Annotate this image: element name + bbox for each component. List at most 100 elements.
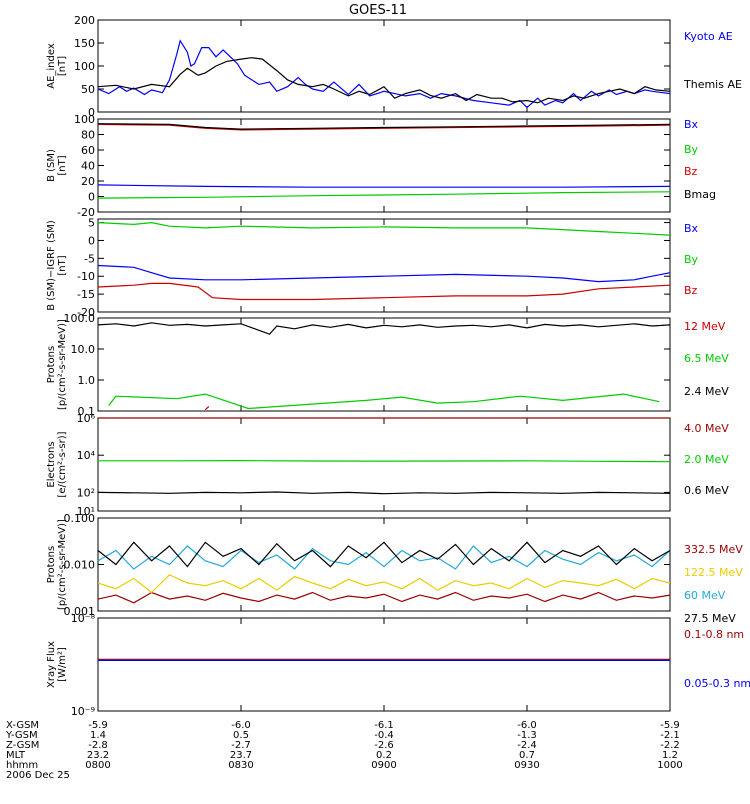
y-tick-label: 40 xyxy=(81,160,95,173)
legend-label: 0.1-0.8 nm xyxy=(684,628,744,641)
x-tick-label: -6.0 xyxy=(231,720,251,731)
x-tick-label: 1.2 xyxy=(662,750,678,761)
series-line xyxy=(97,39,671,109)
y-axis-label: [nT] xyxy=(57,155,68,175)
legend-label: 0.05-0.3 nm xyxy=(684,677,750,690)
legend-label: 2.4 MeV xyxy=(684,385,729,398)
panel-2: -20 0 20 40 60 80 100 B (SM) [nT] Bx By Bz Bmag xyxy=(46,113,716,219)
legend-label: Bz xyxy=(684,165,698,178)
x-tick-label: -0.4 xyxy=(374,730,394,741)
legend-label: By xyxy=(684,253,699,266)
y-axis-label: AE_index xyxy=(46,43,57,89)
y-tick-label: 0 xyxy=(88,106,95,119)
x-tick-label: -6.1 xyxy=(374,720,394,731)
series-line xyxy=(204,406,210,411)
y-tick-label: 1.0 xyxy=(78,374,96,387)
y-tick-label: 100 xyxy=(74,113,95,126)
panel-5: 10¹ 10² 10⁴ 10⁶ Electrons [e/(cm²-s-sr)] 4.0 M… xyxy=(46,412,729,518)
y-tick-label: 0.1 xyxy=(78,405,96,418)
y-tick-label: 0.001 xyxy=(64,605,96,618)
y-axis-label: Electrons xyxy=(46,441,57,487)
y-tick-label: -20 xyxy=(77,306,95,319)
series-line xyxy=(97,322,671,335)
y-tick-label: 5 xyxy=(88,217,95,230)
series-line xyxy=(108,393,660,410)
x-tick-label: 23.2 xyxy=(87,750,109,761)
x-tick-label: -5.9 xyxy=(660,720,680,731)
x-tick-label: 0900 xyxy=(371,760,396,771)
x-tick-label: -2.7 xyxy=(231,740,251,751)
y-tick-label: 50 xyxy=(81,83,95,96)
y-tick-label: 0 xyxy=(88,191,95,204)
x-axis-row-label: Y-GSM xyxy=(5,730,38,741)
y-tick-label: 10⁻⁹ xyxy=(71,705,95,718)
legend-label: Themis AE xyxy=(683,78,742,91)
legend-label: Bmag xyxy=(684,188,716,201)
series-line xyxy=(97,264,671,283)
series-line xyxy=(97,541,671,568)
y-tick-label: 10¹ xyxy=(77,505,95,518)
series-line xyxy=(97,491,671,495)
y-tick-label: 200 xyxy=(74,14,95,27)
y-axis-label: [p/(cm²-s-sr-MeV)] xyxy=(57,319,68,410)
legend-label: 332.5 MeV xyxy=(684,543,743,556)
x-axis-row-label: MLT xyxy=(6,750,26,761)
y-tick-label: 0 xyxy=(88,234,95,247)
y-tick-label: 0.100 xyxy=(64,512,96,525)
x-tick-label: 0800 xyxy=(85,760,110,771)
y-axis-label: Xray Flux xyxy=(46,641,57,688)
y-tick-label: -5 xyxy=(84,252,95,265)
y-axis-label: Protons xyxy=(46,546,57,583)
legend-label: 60 MeV xyxy=(684,589,726,602)
series-line xyxy=(97,123,671,130)
y-tick-label: 100 xyxy=(74,60,95,73)
legend-label: Bx xyxy=(684,118,699,131)
x-tick-label: -2.4 xyxy=(517,740,537,751)
y-tick-label: 10.0 xyxy=(71,343,96,356)
series-line xyxy=(97,184,671,188)
y-axis-label: [p/(cm²-s-sr-MeV)] xyxy=(57,519,68,610)
y-axis-label: [e/(cm²-s-sr)] xyxy=(57,431,68,497)
y-tick-label: 150 xyxy=(74,37,95,50)
legend-label: 4.0 MeV xyxy=(684,422,729,435)
x-tick-label: 0.7 xyxy=(519,750,535,761)
legend-label: Bx xyxy=(684,222,699,235)
date-label: 2006 Dec 25 xyxy=(6,770,70,781)
series-line xyxy=(97,545,671,570)
y-tick-label: 10⁻⁸ xyxy=(71,612,96,625)
y-tick-label: 10⁶ xyxy=(77,412,96,425)
panel-frame xyxy=(97,617,671,712)
x-tick-label: 1.4 xyxy=(90,730,106,741)
legend-label: 6.5 MeV xyxy=(684,352,729,365)
chart-title: GOES-11 xyxy=(349,3,407,18)
y-axis-label: B (SM)−IGRF (SM) xyxy=(46,220,57,311)
y-tick-label: 80 xyxy=(81,129,95,142)
y-tick-label: 0.010 xyxy=(64,559,96,572)
x-tick-label: -2.8 xyxy=(88,740,108,751)
panel-4: 0.1 1.0 10.0 100.0 Protons [p/(cm²-s-sr-MeV)]… xyxy=(46,312,729,418)
y-axis-label: B (SM) xyxy=(46,149,57,182)
x-tick-label: 0830 xyxy=(228,760,253,771)
series-line xyxy=(97,123,671,131)
legend-label: By xyxy=(684,143,699,156)
panel-7: 10⁻⁹ 10⁻⁸ Xray Flux [W/m²] 0.1-0.8 nm 0.05-0.… xyxy=(46,612,750,718)
y-tick-label: -10 xyxy=(77,270,95,283)
x-axis-row-label: Z-GSM xyxy=(6,740,39,751)
y-axis-label: [W/m²] xyxy=(57,647,68,682)
series-line xyxy=(97,574,671,594)
y-tick-label: 10⁴ xyxy=(77,449,96,462)
y-axis-label: [nT] xyxy=(57,56,68,76)
x-tick-label: -2.2 xyxy=(660,740,680,751)
x-tick-label: -2.6 xyxy=(374,740,394,751)
legend-label: Kyoto AE xyxy=(684,30,733,43)
series-line xyxy=(97,221,671,236)
panel-3: -20 -15 -10 -5 0 5 B (SM)−IGRF (SM) [nT] Bx By Bz xyxy=(46,217,699,319)
x-tick-label: -5.9 xyxy=(88,720,108,731)
x-tick-label: 1000 xyxy=(657,760,682,771)
y-tick-label: -15 xyxy=(77,288,95,301)
x-tick-label: 0930 xyxy=(514,760,539,771)
